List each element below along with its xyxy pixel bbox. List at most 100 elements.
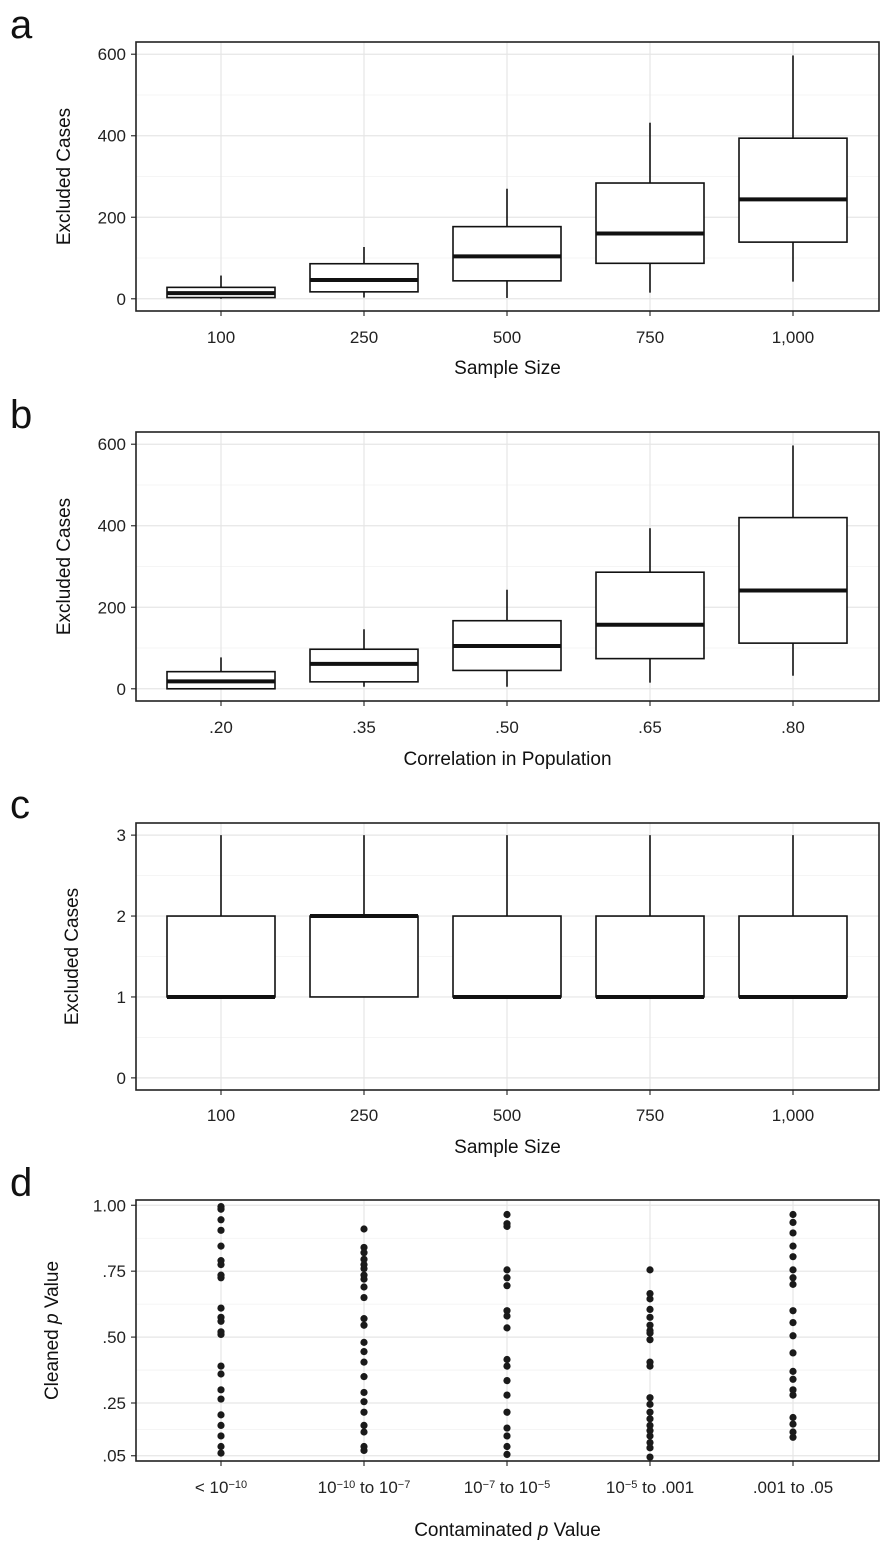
data-point bbox=[503, 1210, 511, 1219]
data-point bbox=[217, 1242, 225, 1250]
data-point bbox=[360, 1373, 368, 1381]
x-tick-label-exponent: −7 bbox=[398, 1479, 411, 1491]
x-tick-label: 1,000 bbox=[772, 1106, 815, 1125]
data-point bbox=[646, 1438, 654, 1447]
x-tick-label: 750 bbox=[636, 1106, 664, 1125]
data-point bbox=[360, 1388, 368, 1397]
box-.50 bbox=[452, 589, 562, 687]
box-iqr bbox=[166, 915, 276, 998]
x-tick-label: .80 bbox=[781, 718, 805, 737]
box-iqr bbox=[309, 262, 419, 293]
y-axis-title: Cleaned p Value bbox=[42, 1261, 63, 1400]
panel-b: b 0 200 400 600 .20 .35 .50 .65 .80 Correlation in… bbox=[10, 393, 880, 770]
panel-letter-b: b bbox=[10, 393, 32, 437]
box-iqr bbox=[452, 225, 562, 282]
data-point bbox=[789, 1332, 797, 1340]
x-tick-label: < 10−10 bbox=[195, 1478, 247, 1497]
x-tick-label: 500 bbox=[493, 328, 521, 347]
y-tick-label: 400 bbox=[98, 517, 126, 536]
data-point bbox=[646, 1362, 654, 1370]
data-point bbox=[360, 1321, 368, 1329]
data-point bbox=[789, 1218, 797, 1227]
x-tick-label-text: < 10 bbox=[195, 1478, 229, 1497]
data-point bbox=[360, 1249, 368, 1257]
x-tick-label: 250 bbox=[350, 328, 378, 347]
data-point bbox=[646, 1266, 654, 1274]
data-point bbox=[646, 1295, 654, 1303]
data-point bbox=[646, 1421, 654, 1430]
box-.20 bbox=[166, 657, 276, 690]
y-axis-title-part: p bbox=[42, 1313, 63, 1325]
y-tick-label: 2 bbox=[117, 907, 126, 926]
data-point bbox=[360, 1398, 368, 1406]
data-point bbox=[217, 1205, 225, 1213]
box-iqr bbox=[738, 137, 848, 243]
data-point bbox=[503, 1222, 511, 1230]
plot-border bbox=[135, 41, 880, 312]
data-point bbox=[646, 1427, 654, 1435]
y-axis-title-part: Value bbox=[42, 1261, 63, 1313]
box-iqr bbox=[452, 915, 562, 998]
data-point bbox=[217, 1317, 225, 1325]
box-1,000 bbox=[738, 835, 848, 999]
x-axis-title-part: p bbox=[537, 1520, 549, 1541]
data-point bbox=[360, 1446, 368, 1455]
y-tick-label: 600 bbox=[98, 45, 126, 64]
x-tick-label-text: to .001 bbox=[637, 1478, 694, 1497]
data-point bbox=[646, 1289, 654, 1298]
x-axis-title-part: Value bbox=[548, 1520, 600, 1541]
plot-border bbox=[135, 822, 880, 1091]
box-500 bbox=[452, 188, 562, 298]
x-tick-label: .001 to .05 bbox=[753, 1478, 833, 1497]
x-axis-title: Sample Size bbox=[454, 1137, 561, 1158]
y-tick-label: 0 bbox=[117, 1069, 126, 1088]
data-point bbox=[217, 1304, 225, 1312]
x-tick-label-exponent: −5 bbox=[625, 1479, 638, 1491]
data-point bbox=[789, 1386, 797, 1394]
panel-a: a 0 200 400 600 100 250 500 750 1,000 Sample Size E… bbox=[10, 3, 880, 379]
data-point bbox=[503, 1312, 511, 1320]
data-point bbox=[789, 1266, 797, 1274]
box-iqr bbox=[595, 571, 705, 660]
data-point bbox=[360, 1275, 368, 1283]
box-100 bbox=[166, 275, 276, 299]
y-tick-label: 0 bbox=[117, 290, 126, 309]
data-point bbox=[646, 1305, 654, 1314]
y-tick-label: 3 bbox=[117, 826, 126, 845]
data-point bbox=[646, 1432, 654, 1440]
x-tick-label: .20 bbox=[209, 718, 233, 737]
x-tick-label: .50 bbox=[495, 718, 519, 737]
box-iqr bbox=[738, 516, 848, 644]
y-tick-label: 600 bbox=[98, 435, 126, 454]
data-point bbox=[789, 1413, 797, 1422]
x-tick-label: .35 bbox=[352, 718, 376, 737]
x-axis-title: Sample Size bbox=[454, 358, 561, 379]
box-100 bbox=[166, 835, 276, 999]
data-point bbox=[360, 1225, 368, 1233]
data-point bbox=[503, 1307, 511, 1315]
data-point bbox=[217, 1449, 225, 1457]
x-tick-label: 100 bbox=[207, 328, 235, 347]
y-axis-title: Excluded Cases bbox=[54, 108, 75, 245]
data-point bbox=[646, 1394, 654, 1402]
x-tick-label: 10−10 to 10−7 bbox=[318, 1478, 411, 1497]
box-500 bbox=[452, 835, 562, 999]
y-tick-label: 1 bbox=[117, 988, 126, 1007]
x-axis-title: Correlation in Population bbox=[403, 749, 611, 770]
x-tick-label: 750 bbox=[636, 328, 664, 347]
data-point bbox=[646, 1336, 654, 1344]
data-point bbox=[789, 1229, 797, 1237]
data-point bbox=[789, 1428, 797, 1436]
x-tick-label-exponent: −10 bbox=[337, 1479, 356, 1491]
points-group-0 bbox=[217, 1202, 225, 1457]
data-point bbox=[646, 1400, 654, 1408]
x-tick-label-exponent: −10 bbox=[228, 1479, 247, 1491]
data-point bbox=[646, 1408, 654, 1416]
data-point bbox=[789, 1280, 797, 1288]
data-point bbox=[503, 1355, 511, 1364]
y-tick-label: 400 bbox=[98, 127, 126, 146]
x-tick-label: 10−7 to 10−5 bbox=[464, 1478, 551, 1497]
data-point bbox=[789, 1433, 797, 1441]
data-point bbox=[646, 1321, 654, 1329]
points-group-4 bbox=[789, 1210, 797, 1441]
